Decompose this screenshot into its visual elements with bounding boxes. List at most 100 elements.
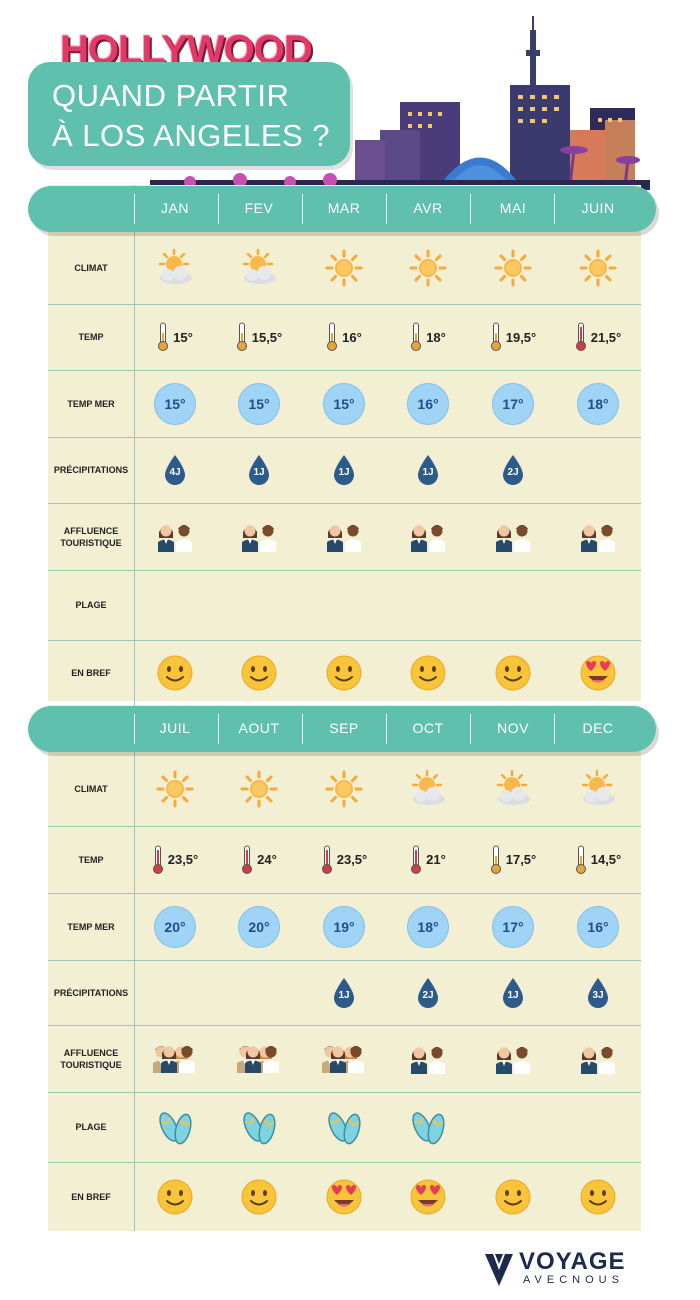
rain-days: 3J (586, 977, 610, 1009)
column-divider (134, 185, 135, 705)
cell-crowd-fev (217, 503, 301, 570)
cell-temp-mai: 19,5° (471, 304, 555, 370)
sun-icon (325, 249, 363, 287)
row-label-temp: TEMP (78, 854, 104, 865)
row-divider (48, 370, 641, 371)
row-label-crowd-line2: TOURISTIQUE (60, 537, 122, 548)
cell-summary-sep (302, 1162, 386, 1231)
cell-beach-mar (302, 570, 386, 640)
sun-icon (325, 770, 363, 808)
month-label-oct: OCT (412, 720, 444, 736)
row-label-rain: PRÉCIPITATIONS (53, 465, 129, 475)
heart-eyes-smiley-icon (410, 1179, 446, 1214)
partly-cloudy-icon (242, 248, 276, 284)
thermometer-icon (490, 322, 501, 351)
rain-days-value: 4J (169, 467, 181, 478)
row-divider (48, 640, 641, 641)
row-label-summary: EN BREF (71, 1191, 111, 1202)
cell-climate-avr (386, 232, 470, 304)
cell-sea-dec: 16° (556, 893, 640, 960)
thermometer-icon (327, 322, 338, 351)
tourists-icon (581, 524, 615, 552)
cell-rain-mar: 1J (302, 437, 386, 503)
month-label-mar: MAR (327, 200, 361, 216)
temperature-value: 15° (173, 329, 193, 345)
tourists-icon (411, 524, 445, 552)
rain-drop-icon (418, 455, 438, 485)
cell-crowd-mai (471, 503, 555, 570)
month-label-avr: AVR (413, 200, 443, 216)
voyage-avecnous-logo: VOYAGE AVECNOUS (483, 1248, 653, 1292)
rain-drop-icon (418, 977, 438, 1008)
rain-days-value: 2J (422, 989, 434, 1001)
cell-rain-oct: 2J (386, 960, 470, 1025)
row-divider (48, 893, 641, 894)
cell-rain-sep: 1J (302, 960, 386, 1025)
sun-icon (579, 249, 617, 287)
month-divider (302, 194, 303, 224)
cell-sea-juin: 18° (556, 370, 640, 437)
smiley-icon (326, 655, 362, 690)
cell-summary-juil (133, 1162, 217, 1231)
row-divider (48, 503, 641, 504)
row-divider (48, 1092, 641, 1093)
thermometer-icon (490, 845, 501, 874)
cell-sea-nov: 17° (471, 893, 555, 960)
cell-crowd-sep (302, 1025, 386, 1092)
temperature-value: 15,5° (251, 329, 283, 345)
cell-temp-mar: 16° (302, 304, 386, 370)
rain-drop-icon (334, 977, 354, 1008)
sea-temperature-badge: 15° (154, 382, 196, 425)
month-divider (470, 194, 471, 224)
cell-climate-aout (217, 752, 301, 826)
temperature-value: 18° (426, 329, 446, 345)
cell-temp-nov: 17,5° (471, 826, 555, 893)
sea-temperature-badge: 19° (323, 905, 365, 948)
cell-climate-juin (556, 232, 640, 304)
thermometer-icon (321, 845, 332, 874)
cell-temp-jan: 15° (133, 304, 217, 370)
month-label-aout: AOUT (238, 720, 280, 736)
rain-days: 4J (163, 454, 187, 486)
cell-temp-avr: 18° (386, 304, 470, 370)
cell-beach-mai (471, 570, 555, 640)
cell-beach-juin (556, 570, 640, 640)
heart-eyes-smiley-icon (326, 1179, 362, 1214)
cell-temp-fev: 15,5° (217, 304, 301, 370)
cell-rain-nov: 1J (471, 960, 555, 1025)
cell-summary-fev (217, 640, 301, 705)
month-label-fev: FEV (244, 200, 274, 216)
cell-beach-oct (386, 1092, 470, 1162)
cell-summary-juin (556, 640, 640, 705)
row-label-climate: CLIMAT (74, 784, 108, 794)
temperature-value: 19,5° (505, 329, 537, 345)
temperature-value: 23,5° (336, 852, 368, 867)
thermometer-icon (575, 322, 586, 351)
partly-cloudy-icon (411, 769, 445, 805)
thermometer-icon (411, 845, 422, 874)
cell-summary-nov (471, 1162, 555, 1231)
sea-temperature-badge: 20° (238, 905, 280, 948)
cell-crowd-avr (386, 503, 470, 570)
cell-beach-fev (217, 570, 301, 640)
cell-crowd-dec (556, 1025, 640, 1092)
sun-icon (409, 249, 447, 287)
cell-crowd-jan (133, 503, 217, 570)
cell-beach-juil (133, 1092, 217, 1162)
cell-sea-avr: 16° (386, 370, 470, 437)
month-bar-2: JUIL AOUT SEP OCT NOV DEC (28, 706, 656, 752)
rain-days-value: 3J (592, 989, 604, 1001)
smiley-icon (157, 655, 193, 690)
row-label-crowd: AFFLUENCE TOURISTIQUE (48, 525, 134, 549)
cell-rain-avr: 1J (386, 437, 470, 503)
month-divider (554, 194, 555, 224)
rain-days: 1J (247, 454, 271, 486)
tourists-icon (496, 524, 530, 552)
sea-temperature-badge: 15° (238, 382, 280, 425)
row-divider (48, 1025, 641, 1026)
rain-days: 1J (332, 977, 356, 1009)
cell-sea-mai: 17° (471, 370, 555, 437)
row-label-sea: TEMP MER (67, 398, 115, 409)
cell-crowd-juil (133, 1025, 217, 1092)
tourists-icon (242, 524, 276, 552)
